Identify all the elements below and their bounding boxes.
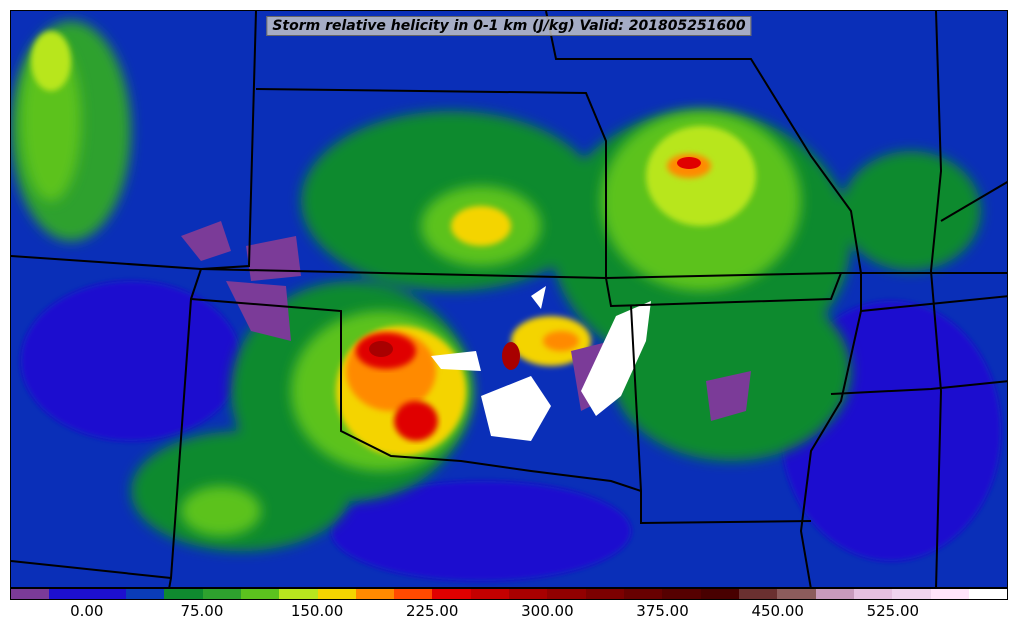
colorbar-bin [968, 589, 1008, 599]
colorbar-tick-label: 450.00 [751, 602, 804, 620]
colorbar-tick-label: 0.00 [70, 602, 104, 620]
colorbar-bin [202, 589, 241, 599]
colorbar-bin [317, 589, 356, 599]
colorbar-tick-label: 375.00 [636, 602, 689, 620]
colorbar-bin [125, 589, 165, 599]
colorbar-bin [470, 589, 510, 599]
colorbar-bin [432, 589, 471, 599]
colorbar-bin [87, 589, 126, 599]
colorbar-tick-label: 525.00 [866, 602, 920, 620]
helicity-field-map [11, 11, 1007, 587]
colorbar-bin [930, 589, 969, 599]
state-boundaries [11, 11, 1007, 587]
colorbar [10, 588, 1008, 600]
colorbar-bin [240, 589, 280, 599]
colorbar-bin [624, 589, 663, 599]
colorbar-tick-label: 75.00 [180, 602, 224, 620]
colorbar-bin [892, 589, 931, 599]
colorbar-tick-label: 225.00 [405, 602, 459, 620]
colorbar-bin [509, 589, 548, 599]
colorbar-bin [279, 589, 318, 599]
colorbar-bin [585, 589, 624, 599]
map-panel [10, 10, 1008, 588]
colorbar-bin [700, 589, 739, 599]
colorbar-tick-label: 150.00 [290, 602, 344, 620]
max-helicity-white-areas [431, 286, 651, 441]
colorbar-bin [11, 589, 50, 599]
colorbar-bin [547, 589, 586, 599]
very-high-helicity-red-areas [356, 157, 701, 441]
colorbar-bin [853, 589, 893, 599]
colorbar-tick-labels: 0.00 75.00 150.00 225.00 300.00 375.00 450.00 5… [10, 600, 1008, 630]
colorbar-bin [164, 589, 203, 599]
map-title: Storm relative helicity in 0-1 km (J/kg)… [266, 16, 752, 36]
colorbar-tick-label: 300.00 [521, 602, 574, 620]
colorbar-bin [777, 589, 816, 599]
colorbar-bin [738, 589, 778, 599]
colorbar-bin [815, 589, 854, 599]
colorbar-bin [394, 589, 433, 599]
colorbar-bin [662, 589, 701, 599]
colorbar-bin [355, 589, 395, 599]
colorbar-bin [49, 589, 88, 599]
